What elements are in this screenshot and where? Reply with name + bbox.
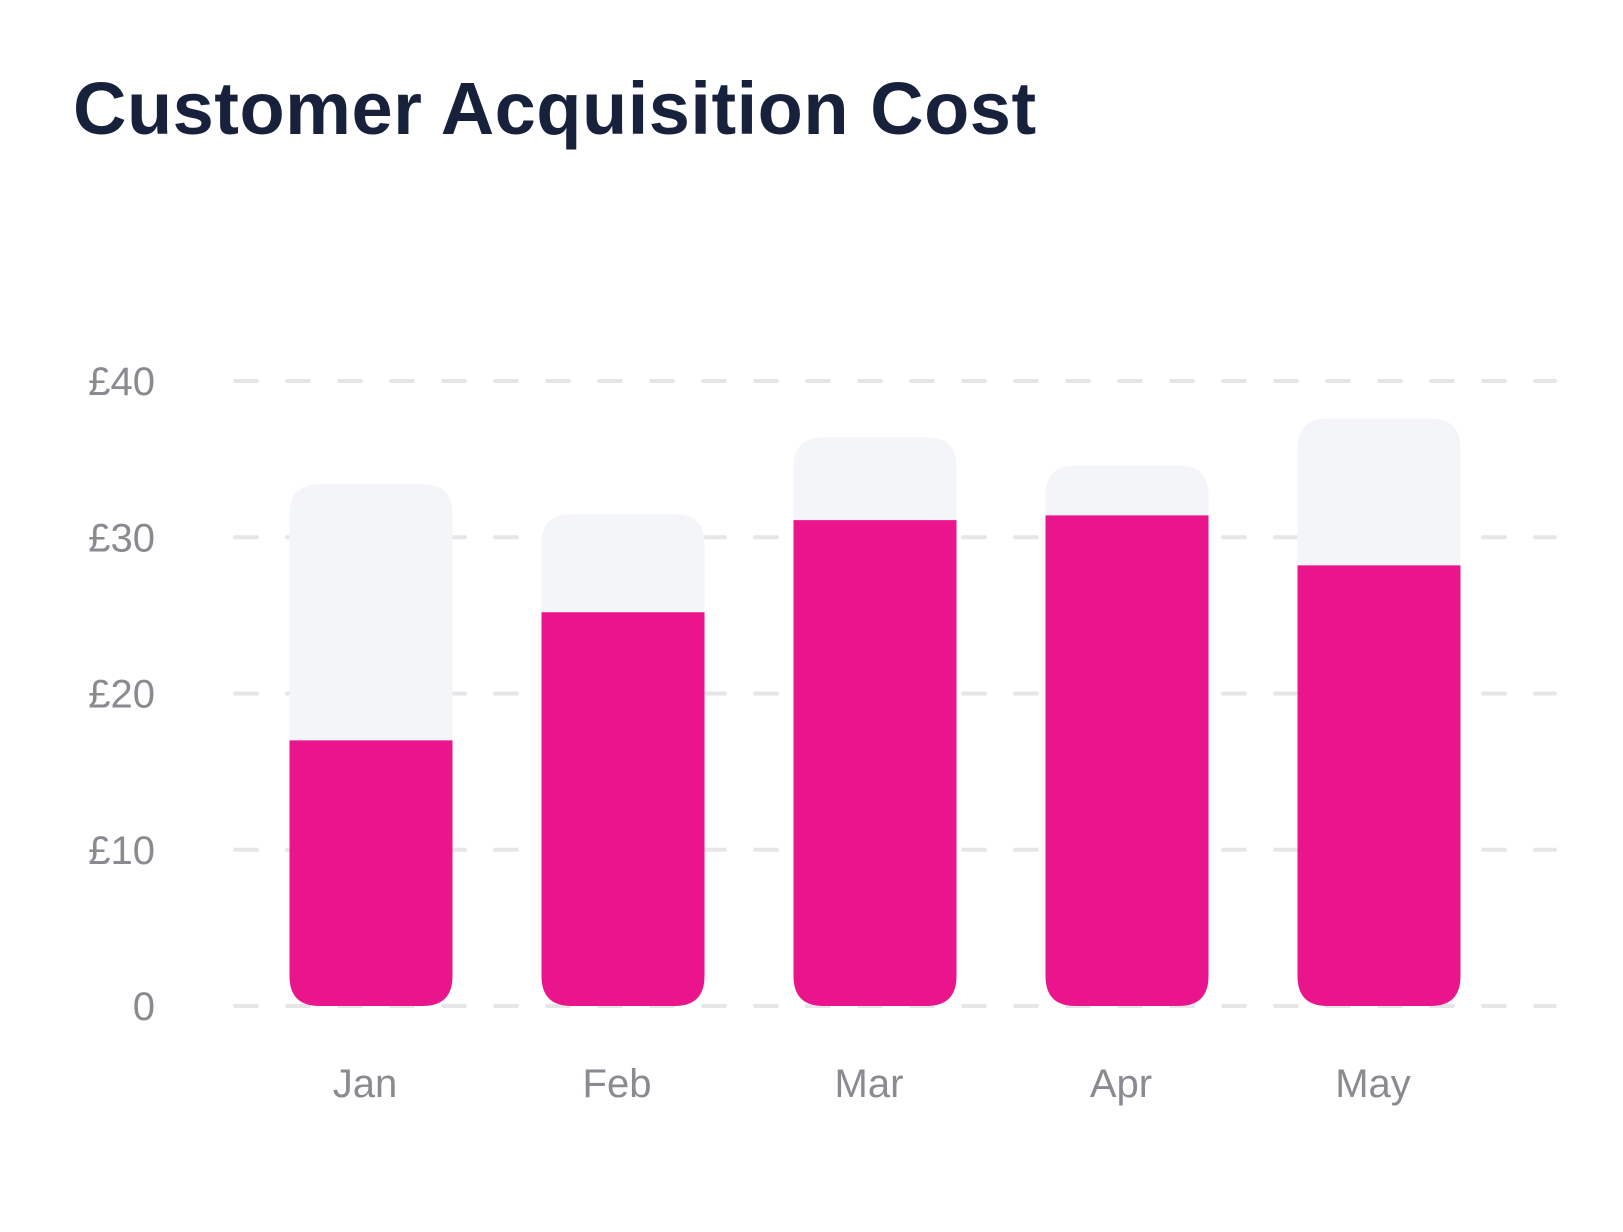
bar-segment-primary <box>1045 515 1209 1006</box>
bar-group-apr <box>1045 465 1209 1006</box>
bar-group-mar <box>793 437 957 1006</box>
x-tick-label: Feb <box>583 1062 652 1106</box>
bar-segment-primary <box>541 612 705 1006</box>
bar-segment-primary <box>1297 565 1461 1006</box>
chart-title: Customer Acquisition Cost <box>73 67 1037 150</box>
x-axis-ticks: Jan Feb Mar Apr May <box>333 1062 1411 1106</box>
x-tick-label: Apr <box>1090 1062 1152 1106</box>
x-tick-label: May <box>1335 1062 1411 1106</box>
bar-segment-primary <box>289 740 453 1006</box>
bar-group-may <box>1297 418 1461 1006</box>
y-tick-label: £40 <box>88 360 155 404</box>
bar-group-feb <box>541 513 705 1006</box>
y-tick-label: £20 <box>88 673 155 717</box>
bar-group-jan <box>289 484 453 1006</box>
x-tick-label: Mar <box>835 1062 904 1106</box>
bar-segment-primary <box>793 520 957 1006</box>
x-tick-label: Jan <box>333 1062 398 1106</box>
y-tick-label: 0 <box>133 985 155 1029</box>
y-axis-ticks: 0 £10 £20 £30 £40 <box>88 360 155 1029</box>
bars <box>289 418 1461 1006</box>
y-tick-label: £10 <box>88 829 155 873</box>
y-tick-label: £30 <box>88 516 155 560</box>
